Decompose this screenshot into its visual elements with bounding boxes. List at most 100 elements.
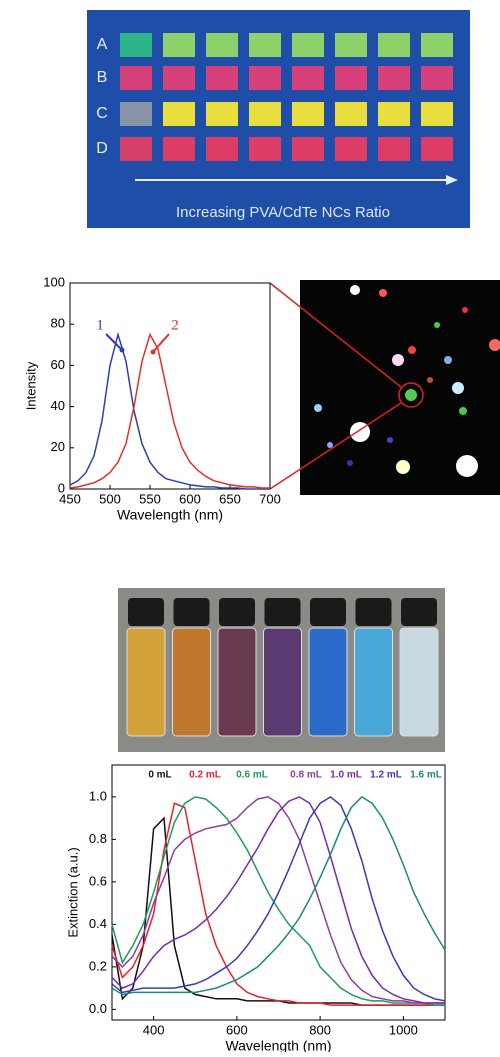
film-square: [120, 66, 152, 90]
row-label: A: [97, 36, 108, 53]
y-tick-label: 1.0: [89, 788, 107, 803]
curve-arrow-head: [150, 349, 156, 355]
legend-label: 0.6 mL: [236, 770, 268, 781]
plot-frame: [69, 282, 271, 490]
dot: [456, 455, 478, 477]
x-tick-label: 400: [143, 1022, 165, 1037]
series-line: [111, 796, 445, 1004]
film-square: [378, 33, 410, 57]
vial-body: [399, 627, 439, 737]
film-samples: [120, 33, 453, 161]
legend-label: 1.6 mL: [410, 770, 442, 781]
film-square: [421, 33, 453, 57]
legend-label: 0.2 mL: [189, 770, 221, 781]
vial-body: [263, 627, 302, 737]
zoom-line: [269, 402, 402, 490]
y-axis-label: Extinction (a.u.): [65, 847, 80, 937]
arrow-head: [446, 175, 458, 185]
film-square: [335, 137, 367, 161]
vials: [126, 598, 439, 737]
film-square: [292, 33, 324, 57]
legend-label: 0.8 mL: [290, 770, 322, 781]
film-square: [120, 33, 152, 57]
film-square: [206, 33, 238, 57]
highlight-circle: [398, 382, 424, 408]
film-square: [120, 137, 152, 161]
film-square: [206, 137, 238, 161]
film-square: [206, 102, 238, 126]
film-square: [421, 66, 453, 90]
legend-label: 0 mL: [148, 770, 171, 781]
series-line: [69, 332, 270, 489]
film-square: [335, 102, 367, 126]
dot: [434, 322, 440, 328]
film-square: [249, 66, 281, 90]
row-label: D: [96, 140, 108, 157]
dot: [427, 377, 433, 383]
dot: [387, 437, 393, 443]
zoom-line: [269, 282, 402, 388]
curve-arrow-head: [119, 347, 125, 353]
dot: [314, 404, 322, 412]
dot: [379, 289, 387, 297]
legend-label: 1.2 mL: [370, 770, 402, 781]
vial-body: [354, 627, 393, 737]
y-tick-label: 60: [51, 357, 65, 372]
x-tick-label: 450: [59, 491, 81, 506]
vial-cap: [355, 598, 392, 626]
dot: [462, 307, 468, 313]
plot-frame: [111, 764, 446, 1021]
y-tick-label: 0.6: [89, 873, 107, 888]
dot: [392, 354, 404, 366]
vial-cap: [310, 598, 346, 626]
vial-body: [126, 627, 166, 737]
film-square: [163, 66, 195, 90]
film-square: [335, 33, 367, 57]
film-square: [335, 66, 367, 90]
x-tick-label: 800: [309, 1022, 331, 1037]
x-tick-label: 600: [179, 491, 201, 506]
vial-body: [308, 627, 348, 737]
dot: [405, 389, 417, 401]
x-tick-label: 700: [259, 491, 281, 506]
y-tick-label: 0.0: [89, 1001, 107, 1016]
x-tick-label: 1000: [389, 1022, 418, 1037]
legend-label: 1.0 mL: [330, 770, 362, 781]
dot: [459, 407, 467, 415]
film-square: [292, 137, 324, 161]
y-tick-label: 80: [51, 316, 65, 331]
y-axis-label: Intensity: [23, 361, 38, 410]
film-square: [163, 137, 195, 161]
curve-label: 1: [96, 317, 104, 333]
vial-cap: [401, 598, 437, 626]
film-square: [421, 137, 453, 161]
dot: [327, 442, 333, 448]
dot: [350, 285, 360, 295]
film-square: [163, 33, 195, 57]
dot: [444, 356, 452, 364]
x-axis-label: Wavelength (nm): [225, 1038, 331, 1052]
y-tick-label: 100: [43, 274, 65, 289]
film-square: [249, 33, 281, 57]
x-axis-label: Wavelength (nm): [117, 507, 223, 523]
y-tick-label: 0.4: [89, 916, 107, 931]
row-label: C: [96, 105, 108, 122]
x-tick-label: 500: [99, 491, 121, 506]
series-line: [69, 331, 270, 490]
series-line: [111, 795, 446, 1002]
film-square: [249, 102, 281, 126]
y-tick-label: 0: [58, 480, 65, 495]
y-tick-label: 20: [51, 439, 65, 454]
x-tick-label: 600: [226, 1022, 248, 1037]
y-tick-label: 0.8: [89, 831, 107, 846]
series-line: [111, 796, 445, 1006]
y-tick-label: 40: [51, 398, 65, 413]
vial-body: [217, 627, 257, 737]
film-square: [378, 102, 410, 126]
film-square: [292, 66, 324, 90]
film-square: [378, 137, 410, 161]
dot: [489, 339, 500, 351]
film-square: [378, 66, 410, 90]
curve-arrow: [152, 333, 170, 353]
